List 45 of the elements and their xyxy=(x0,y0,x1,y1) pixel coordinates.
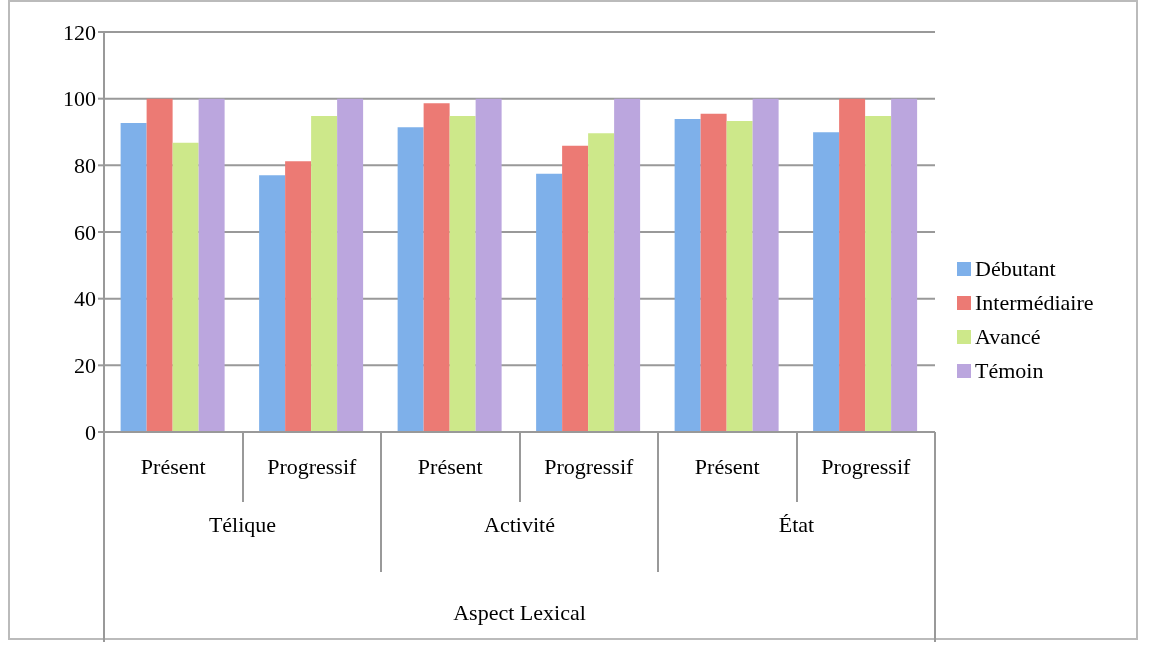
bar xyxy=(700,113,727,432)
bar xyxy=(475,98,502,432)
bar xyxy=(120,123,147,432)
y-tick-label: 120 xyxy=(63,19,96,45)
text: État xyxy=(777,512,816,538)
bar xyxy=(726,121,753,432)
y-tick-label: 40 xyxy=(74,286,96,312)
bar xyxy=(839,98,866,432)
bar xyxy=(865,116,892,432)
x-tick-label: Présent xyxy=(694,453,760,479)
bar xyxy=(146,98,173,432)
bar xyxy=(449,116,476,432)
bar xyxy=(423,103,450,432)
bar xyxy=(588,133,615,432)
bar xyxy=(259,175,286,432)
bar xyxy=(674,119,701,432)
legend-label: Avancé xyxy=(975,323,1041,351)
bar xyxy=(614,98,641,432)
bar xyxy=(311,116,338,432)
legend-label: Témoin xyxy=(975,357,1044,385)
bar xyxy=(172,142,199,432)
x-tick-label: Progressif xyxy=(544,453,635,479)
y-tick-label: 100 xyxy=(63,86,96,112)
y-tick-label: 60 xyxy=(74,219,96,245)
bar xyxy=(337,98,364,432)
bar xyxy=(198,98,225,432)
bar xyxy=(536,173,563,432)
y-tick-label: 20 xyxy=(74,353,96,379)
y-tick-label: 0 xyxy=(85,419,96,445)
bar xyxy=(397,127,424,432)
x-tick-label: Présent xyxy=(140,453,206,479)
text: Activité xyxy=(483,512,556,538)
bar xyxy=(285,161,312,432)
bar xyxy=(891,98,918,432)
bar xyxy=(562,145,589,432)
bar xyxy=(813,132,840,432)
x-tick-label: Progressif xyxy=(821,453,912,479)
x-tick-label: Présent xyxy=(417,453,483,479)
text: Aspect Lexical xyxy=(452,600,587,626)
text: Télique xyxy=(207,512,278,538)
y-tick-label: 80 xyxy=(74,153,96,179)
legend-label: Intermédiaire xyxy=(975,289,1094,317)
bar xyxy=(752,98,779,432)
legend-label: Débutant xyxy=(975,255,1056,283)
x-tick-label: Progressif xyxy=(267,453,358,479)
